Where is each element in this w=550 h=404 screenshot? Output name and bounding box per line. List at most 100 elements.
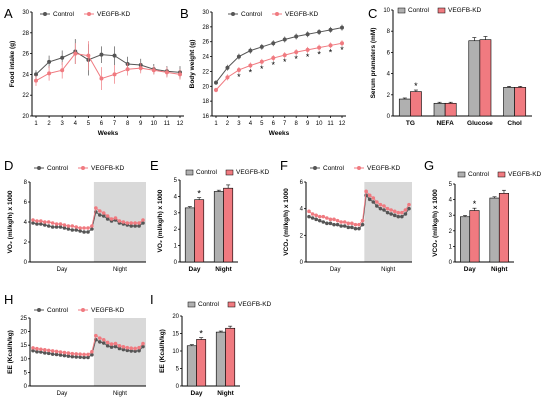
- y-tick-label: 2: [24, 240, 28, 246]
- bar-kd: [498, 193, 509, 263]
- bar-control: [186, 345, 197, 387]
- data-point: [74, 355, 79, 359]
- night-shading: [364, 182, 412, 262]
- legend-marker-control: [313, 166, 317, 170]
- data-point: [117, 343, 122, 348]
- y-tick-label: 16: [202, 114, 209, 120]
- data-point: [58, 222, 63, 226]
- panel-g: G 0 1 2 3 4 5 VCO₂ (ml/kg/h) x 1000 Day * Night Con…: [424, 158, 542, 273]
- y-tick-label: 25: [20, 316, 27, 322]
- x-tick-label: 6: [100, 121, 104, 127]
- data-point: [31, 348, 35, 353]
- data-point: [112, 72, 117, 77]
- legend-label-kd: VEGFB-KD: [367, 165, 401, 172]
- legend-label-control: Control: [196, 169, 218, 176]
- y-tick-label: 24: [22, 72, 29, 78]
- y-tick-label: 4: [387, 72, 391, 78]
- data-point: [97, 209, 102, 213]
- data-point: [307, 209, 311, 214]
- panel-label: H: [4, 292, 13, 307]
- legend-swatch-control: [185, 169, 194, 176]
- x-tick-label: 10: [150, 121, 157, 127]
- data-point: [294, 50, 299, 55]
- x-tick-label: 3: [61, 121, 65, 127]
- data-point: [141, 218, 145, 222]
- data-point: [42, 348, 47, 352]
- data-point: [317, 218, 322, 223]
- data-point: [141, 341, 145, 346]
- y-axis-label: Serum pramaters (mM): [370, 28, 377, 99]
- data-point: [35, 346, 39, 351]
- data-point: [34, 78, 38, 83]
- data-point: [105, 343, 110, 348]
- data-point: [307, 214, 311, 219]
- data-point: [58, 225, 63, 229]
- data-point: [325, 216, 329, 220]
- x-category-label: Day: [464, 266, 476, 273]
- legend-marker-kd: [87, 12, 91, 16]
- panel-label: I: [150, 292, 154, 307]
- data-point: [90, 224, 94, 228]
- data-point: [86, 226, 90, 230]
- panel-label: G: [424, 158, 434, 173]
- data-point: [141, 221, 145, 225]
- data-point: [73, 51, 78, 56]
- panel-label: E: [150, 158, 159, 173]
- legend-label-control: Control: [468, 171, 490, 178]
- y-tick-label: 18: [202, 99, 209, 105]
- series-line-kd: [215, 42, 343, 91]
- significance-star: *: [294, 54, 298, 64]
- data-point: [335, 218, 340, 223]
- x-category-label: Night: [217, 390, 234, 397]
- data-point: [133, 349, 137, 353]
- series-line-control: [215, 27, 343, 83]
- legend-marker-control: [37, 308, 41, 312]
- y-axis-label: Food intake (g): [9, 41, 16, 88]
- y-axis-label: EE (Kcal/h/kg): [159, 329, 166, 373]
- data-point: [50, 349, 55, 353]
- x-tick-label: 5: [260, 121, 264, 127]
- data-point: [403, 212, 408, 216]
- y-tick-label: 0: [24, 384, 28, 390]
- y-tick-label: 22: [22, 93, 29, 99]
- significance-star: *: [283, 57, 287, 67]
- y-tick-label: 28: [22, 31, 29, 37]
- panel-c: C 0 2 4 6 8 10 Serum pramaters (mM) TG * NEFA Gluco…: [368, 6, 532, 127]
- bar-control: [460, 216, 471, 263]
- data-point: [138, 66, 143, 71]
- data-point: [367, 197, 372, 202]
- data-point: [248, 63, 253, 68]
- data-point: [39, 347, 43, 352]
- panel-f: F 0 2 4 6 VCO₂ (ml/kg/h) x 1000 Day Night Contro…: [280, 158, 412, 273]
- bar-control: [398, 98, 411, 117]
- data-point: [94, 333, 98, 338]
- data-point: [125, 345, 130, 350]
- data-point: [321, 214, 326, 219]
- x-tick-label-day: Day: [57, 391, 68, 397]
- data-point: [31, 221, 35, 225]
- legend-marker-kd: [275, 12, 279, 16]
- data-point: [310, 216, 315, 220]
- significance-star: *: [329, 47, 333, 57]
- data-point: [259, 59, 264, 64]
- data-point: [70, 224, 75, 228]
- data-point: [66, 224, 71, 228]
- data-point: [97, 213, 102, 217]
- bar-control: [468, 40, 481, 117]
- bar-kd: [196, 339, 207, 387]
- data-point: [396, 214, 401, 219]
- significance-star: *: [199, 329, 203, 339]
- data-point: [54, 352, 59, 357]
- data-point: [137, 345, 141, 350]
- y-tick-label: 2: [300, 233, 304, 239]
- x-tick-label: 1: [214, 121, 218, 127]
- legend-marker-kd: [357, 166, 361, 170]
- series-line-kd: [35, 53, 181, 82]
- data-point: [35, 349, 39, 354]
- x-tick-label: 11: [164, 121, 171, 127]
- x-tick-label: 4: [249, 121, 253, 127]
- y-tick-label: 3: [449, 213, 453, 219]
- data-point: [82, 352, 86, 357]
- data-point: [66, 351, 71, 355]
